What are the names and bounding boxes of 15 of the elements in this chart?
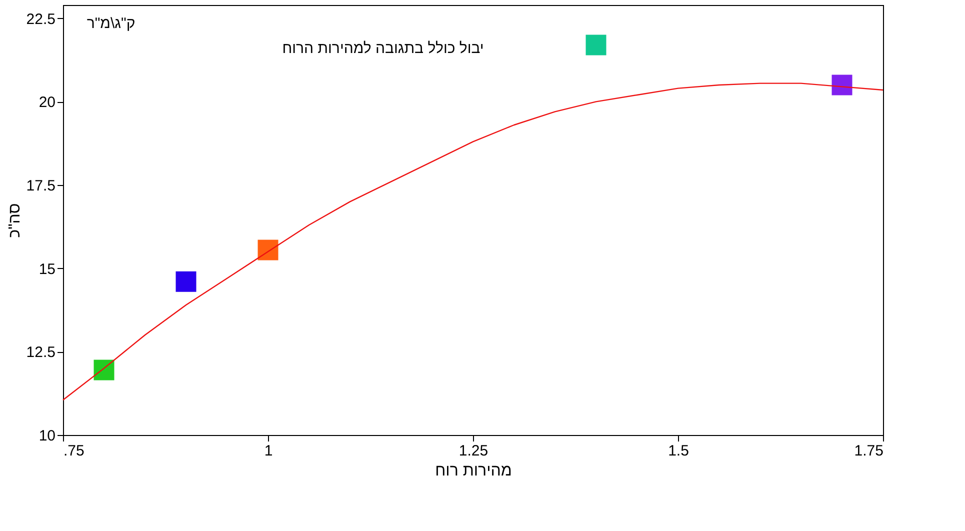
x-axis-title: מהירות רוח: [435, 462, 512, 480]
x-tick-label: 1.75: [854, 442, 884, 460]
y-tick-label: 17.5: [26, 178, 56, 194]
x-tick-label: 1.5: [668, 442, 689, 460]
text: יבול כולל בתגובה למהירות הרוח: [282, 40, 484, 57]
x-tick-label: .75: [64, 442, 84, 460]
y-tick-label: 20: [38, 94, 56, 112]
annotation: ק"ג\מ"ר: [86, 15, 136, 32]
y-axis-title: סה"כ: [6, 203, 24, 238]
y-tick-label: 22.5: [26, 10, 56, 28]
y-tick-label: 10: [38, 428, 56, 444]
y-tick-label: 15: [38, 260, 56, 278]
y-tick-label: 12.5: [26, 344, 56, 362]
x-tick-label: 1.25: [458, 442, 488, 460]
x-tick-label: 1: [264, 442, 273, 460]
